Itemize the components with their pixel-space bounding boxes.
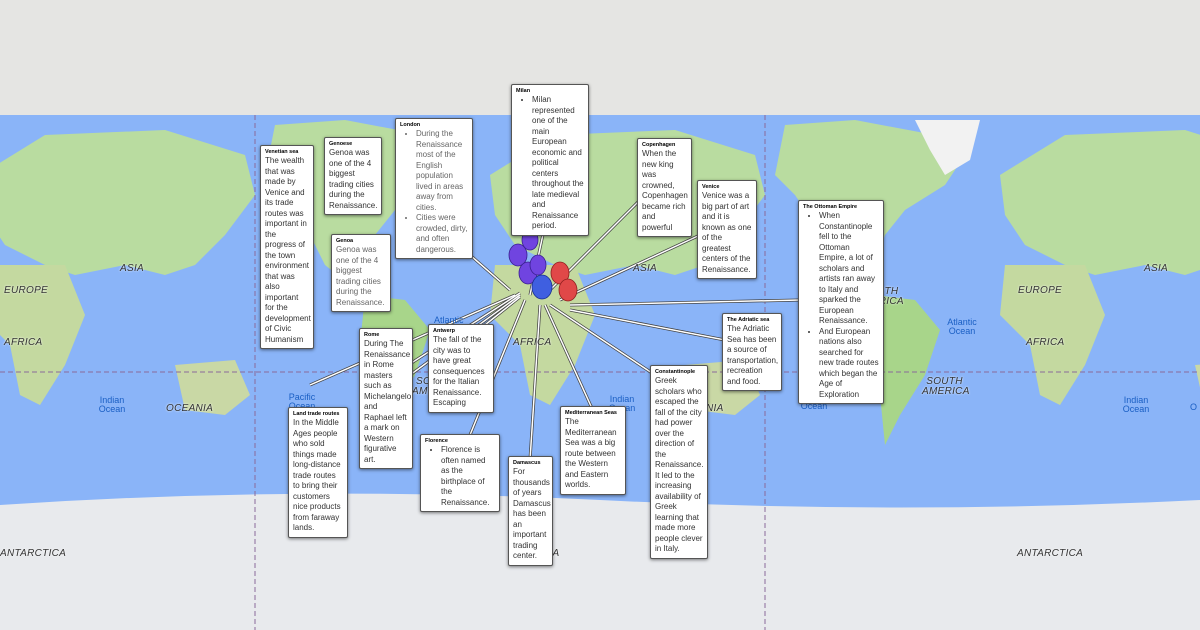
- label-pacific-ocean: Pacific Ocean: [288, 392, 316, 411]
- callout-text: During The Renaissance in Rome masters s…: [364, 339, 412, 464]
- label-ocean: O: [1190, 402, 1198, 412]
- label-africa: AFRICA: [1026, 337, 1065, 348]
- callout-text: Genoa was one of the 4 biggest trading c…: [329, 148, 378, 210]
- pin-blue: [531, 274, 553, 300]
- callout-london[interactable]: LondonDuring the Renaissance most of the…: [395, 118, 473, 259]
- callout-genoa[interactable]: Genoa Genoa was one of the 4 biggest trad…: [331, 234, 391, 312]
- callout-venetian-sea[interactable]: Venetian sea The wealth that was made by …: [260, 145, 314, 349]
- callout-text: Venice was a big part of art and it is k…: [702, 191, 752, 274]
- callout-text: The Mediterranean Sea was a big route be…: [565, 417, 617, 489]
- label-oceania: NIA: [706, 403, 724, 414]
- label-asia: ASIA: [633, 263, 657, 274]
- callout-title: Antwerp: [433, 328, 455, 334]
- callout-title: Land trade routes: [293, 411, 340, 417]
- callout-title: The Ottoman Empire: [803, 204, 858, 210]
- callout-florence[interactable]: FlorenceFlorence is often named as the b…: [420, 434, 500, 512]
- callout-text: Greek scholars who escaped the fall of t…: [655, 376, 704, 553]
- label-atlantic: Atlantic: [434, 315, 464, 325]
- callout-text: The Adriatic Sea has been a source of tr…: [727, 324, 779, 386]
- callout-title: Genoa: [336, 238, 354, 244]
- callout-title: Venice: [702, 184, 720, 190]
- callout-title: Mediterranean Seas: [565, 410, 617, 416]
- callout-text: For thousands of years Damascus has been…: [513, 467, 551, 560]
- callout-text: When the new king was crowned, Copenhage…: [642, 149, 688, 232]
- callout-damascus[interactable]: Damascus For thousands of years Damascus …: [508, 456, 553, 566]
- label-america: AME: [412, 386, 435, 397]
- label-south: SO: [416, 376, 432, 387]
- callout-text: In the Middle Ages people who sold thing…: [293, 418, 341, 532]
- label-atlantic-ocean: Atlantic Ocean: [947, 317, 977, 336]
- label-indian-ocean: Indian Ocean: [98, 395, 126, 414]
- callout-mediterranean-seas[interactable]: Mediterranean Seas The Mediterranean Sea …: [560, 406, 626, 495]
- callout-item: During the Renaissance most of the Engli…: [416, 129, 468, 213]
- label-asia: ASIA: [120, 263, 144, 274]
- pin-purple: [529, 254, 547, 276]
- callout-text: The wealth that was made by Venice and i…: [265, 156, 311, 344]
- callout-ottoman-empire[interactable]: The Ottoman EmpireWhen Constantinople fe…: [798, 200, 884, 404]
- callout-item: Cities were crowded, dirty, and often da…: [416, 213, 468, 255]
- callout-copenhagen[interactable]: Copenhagen When the new king was crowned,…: [637, 138, 692, 237]
- callout-title: Damascus: [513, 460, 541, 466]
- callout-text: The fall of the city was to have great c…: [433, 335, 485, 407]
- callout-title: Copenhagen: [642, 142, 676, 148]
- pin-purple: [508, 243, 528, 267]
- callout-venice[interactable]: Venice Venice was a big part of art and i…: [697, 180, 757, 279]
- label-antarctica: ANTARCTICA: [1017, 548, 1084, 559]
- callout-item: Florence is often named as the birthplac…: [441, 445, 495, 508]
- label-europe: EUROPE: [4, 285, 49, 296]
- label-europe: EUROPE: [1018, 285, 1063, 296]
- label-antarctica: ANTARCTICA: [0, 548, 67, 559]
- label-africa: AFRICA: [513, 337, 552, 348]
- callout-item: When Constantinople fell to the Ottoman …: [819, 211, 879, 327]
- pin-red: [558, 278, 578, 302]
- callout-title: Venetian sea: [265, 149, 299, 155]
- callout-title: Florence: [425, 438, 448, 444]
- label-indian-ocean: Indian Ocean: [1122, 395, 1150, 414]
- callout-constantinople[interactable]: Constantinople Greek scholars who escaped…: [650, 365, 708, 559]
- callout-title: Constantinople: [655, 369, 696, 375]
- callout-genoese[interactable]: Genoese Genoa was one of the 4 biggest tr…: [324, 137, 382, 215]
- world-map[interactable]: ASIA EUROPE AFRICA OCEANIA ANTARCTICA AF…: [0, 115, 1200, 630]
- callout-title: The Adriatic sea: [727, 317, 770, 323]
- callout-title: Genoese: [329, 141, 353, 147]
- callout-title: Milan: [516, 88, 531, 94]
- label-africa: AFRICA: [4, 337, 43, 348]
- label-oceania: OCEANIA: [166, 403, 214, 414]
- label-asia: ASIA: [1144, 263, 1168, 274]
- callout-milan[interactable]: MilanMilan represented one of the main E…: [511, 84, 589, 236]
- callout-item: And European nations also searched for n…: [819, 327, 879, 401]
- callout-land-trade-routes[interactable]: Land trade routes In the Middle Ages peop…: [288, 407, 348, 538]
- callout-item: Milan represented one of the main Europe…: [532, 95, 584, 232]
- map-pins: [508, 229, 578, 302]
- callout-title: London: [400, 122, 421, 128]
- label-south-america: SOUTH AMERICA: [922, 376, 970, 397]
- callout-title: Rome: [364, 332, 380, 338]
- callout-text: Genoa was one of the 4 biggest trading c…: [336, 245, 385, 307]
- callout-antwerp[interactable]: Antwerp The fall of the city was to have …: [428, 324, 494, 413]
- callout-adriatic-sea[interactable]: The Adriatic sea The Adriatic Sea has bee…: [722, 313, 782, 391]
- callout-rome[interactable]: Rome During The Renaissance in Rome maste…: [359, 328, 413, 469]
- antarctica-ice: [0, 493, 1200, 630]
